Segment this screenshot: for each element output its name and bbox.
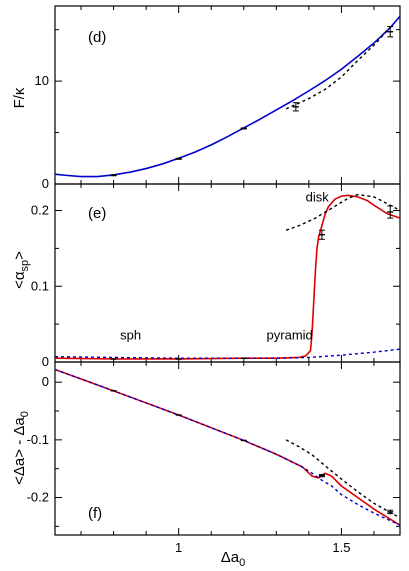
panel-e-ytick-label: 0.2	[31, 203, 49, 218]
panel-e-label: (e)	[88, 205, 106, 222]
panel-f-frame	[54, 361, 401, 536]
panel-d-ticks	[55, 6, 400, 185]
panel-d-label: (d)	[88, 29, 106, 46]
panel-f-series-dash-blue	[54, 368, 401, 526]
panel-d-frame	[54, 5, 401, 185]
panel-e-ylabel-end: >	[11, 251, 28, 260]
panel-d-ylabel: F/κ	[11, 87, 28, 108]
panel-e-annotations: sph pyramid disk	[120, 189, 329, 342]
panel-f-data-point	[318, 473, 325, 478]
panel-e-data-point	[318, 229, 325, 240]
panel-e-ylabel-main: <α	[11, 271, 28, 289]
panel-f-ytick-label: -0.1	[27, 432, 49, 447]
x-tick-label: 1.5	[332, 540, 350, 555]
panel-f-ylabel-main: <Δa> - Δa	[11, 417, 28, 485]
panel-e-series-dash-black	[285, 193, 401, 231]
panel-f-series-solid-red	[54, 368, 401, 526]
panel-e-annotation: disk	[306, 189, 330, 204]
panel-e-ytick-label: 0	[42, 354, 49, 369]
panel-d-ytick-label: 10	[35, 73, 49, 88]
panel-e-ylabel: <αsp>	[11, 251, 31, 289]
panel-e-ytick-label: 0.1	[31, 278, 49, 293]
panel-e-frame	[54, 183, 401, 363]
panel-f-label: (f)	[88, 505, 102, 522]
panel-e-series	[54, 193, 401, 360]
panel-d-data-point	[110, 174, 117, 177]
panel-e-points	[110, 205, 394, 360]
panel-e-series-dash-blue	[54, 348, 401, 359]
panel-d-points	[110, 26, 394, 177]
panel-e-annotation: sph	[120, 327, 141, 342]
panel-d-data-point	[240, 127, 247, 130]
panel-d-series-dash-black	[285, 27, 391, 110]
x-axis-label-main: Δa	[221, 549, 240, 566]
x-axis-label-sub: 0	[239, 557, 245, 569]
panel-e-annotation: pyramid	[267, 327, 313, 342]
panel-e-ylabel-sub: sp	[19, 260, 31, 272]
panel-d-data-point	[387, 26, 394, 38]
x-tick-label: 1	[175, 540, 182, 555]
panel-f-series-dash-black	[285, 439, 401, 519]
panel-f-ylabel: <Δa> - Δa0	[11, 411, 31, 485]
panel-f-ticks	[55, 362, 400, 535]
panel-d-series-solid-blue	[54, 15, 401, 178]
panel-f-ytick-label: 0	[42, 374, 49, 389]
panel-d: (d) F/κ 0 10	[11, 5, 401, 191]
x-tick-labels: 1 1.5	[175, 540, 350, 555]
panel-e-data-point	[387, 205, 394, 219]
panel-f-points	[110, 390, 394, 515]
panel-f: (f) <Δa> - Δa0 -0.2-0.10	[11, 361, 401, 536]
panel-e-series-solid-red	[54, 194, 401, 360]
panel-e-ticks	[55, 184, 400, 363]
panel-f-series	[54, 368, 401, 526]
panel-e: (e) sph pyramid disk <αsp> 0 0.1 0.2	[11, 183, 401, 369]
panel-f-data-point	[387, 509, 394, 515]
panel-f-ylabel-sub: 0	[19, 411, 31, 417]
panel-d-data-point	[292, 102, 299, 112]
panel-d-data-point	[175, 157, 182, 160]
x-axis-label: Δa0	[221, 549, 246, 569]
panel-d-series	[54, 15, 401, 178]
panel-f-ytick-label: -0.2	[27, 490, 49, 505]
panel-d-ytick-label: 0	[42, 176, 49, 191]
